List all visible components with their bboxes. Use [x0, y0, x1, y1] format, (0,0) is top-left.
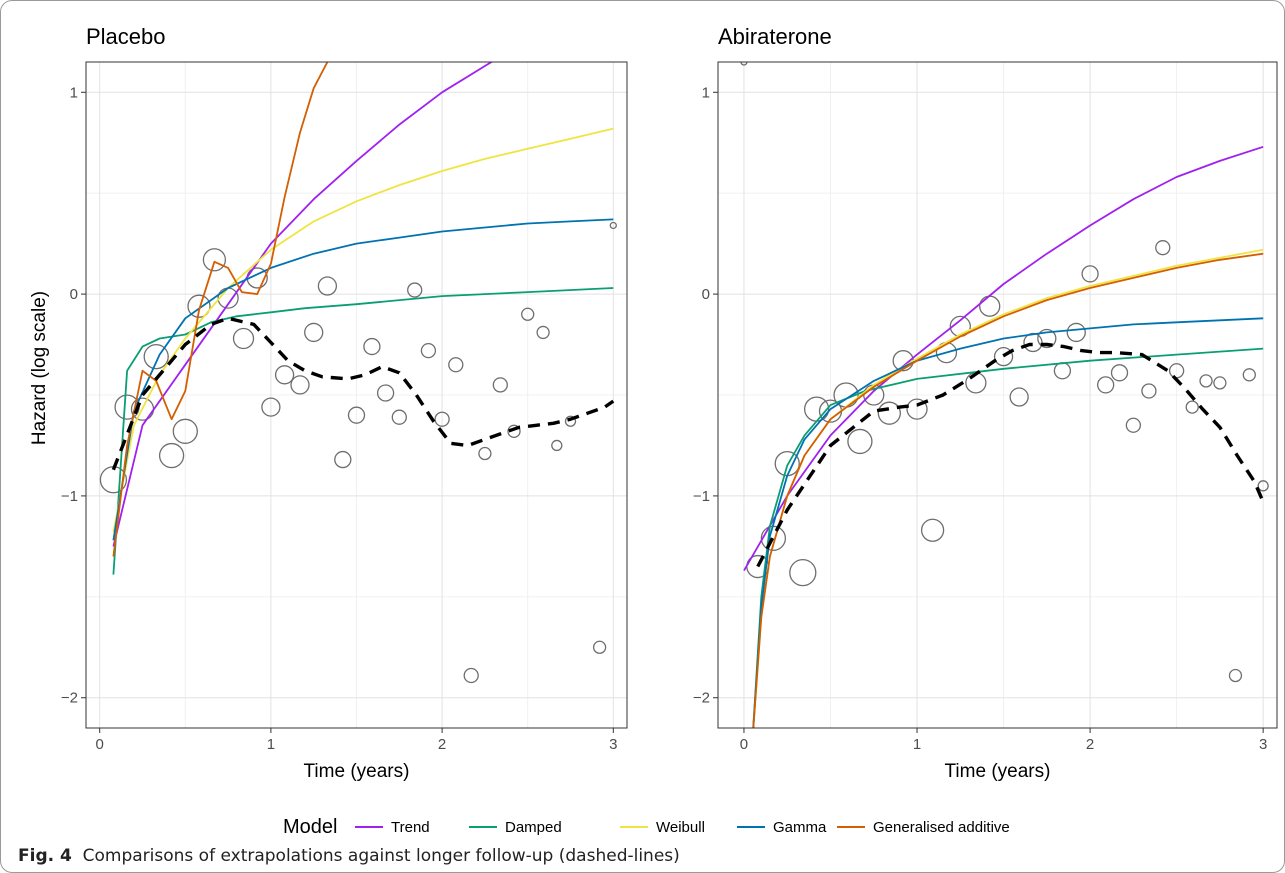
series-line-longer-follow-up	[111, 316, 615, 471]
observed-hazard-point	[877, 401, 901, 425]
observed-hazard-point	[232, 327, 255, 350]
observed-hazard-point	[172, 418, 198, 444]
observed-hazard-point	[1242, 368, 1256, 382]
observed-hazard-point	[407, 282, 423, 298]
x-tick-label: 1	[267, 736, 275, 753]
x-tick-label: 3	[1259, 736, 1267, 753]
observed-hazard-point	[290, 375, 310, 395]
y-tick-label: −1	[693, 488, 710, 505]
legend-label-weibull: Weibull	[656, 819, 705, 836]
y-tick-label: −1	[61, 488, 78, 505]
caption-label: Fig. 4	[18, 846, 72, 866]
observed-hazard-point	[1097, 376, 1115, 394]
observed-hazard-point	[536, 325, 550, 340]
observed-hazard-point	[478, 446, 492, 461]
observed-hazard-point	[1141, 383, 1157, 399]
plot-area	[99, 62, 617, 684]
legend-label-trend: Trend	[391, 819, 430, 836]
panel-title: Placebo	[86, 24, 166, 49]
x-axis-label: Time (years)	[945, 761, 1051, 782]
observed-hazard-point	[551, 439, 563, 452]
observed-hazard-point	[492, 377, 508, 393]
observed-hazard-point	[1009, 387, 1029, 407]
observed-hazard-point	[1125, 417, 1142, 433]
series-line-gamma	[112, 218, 614, 541]
observed-hazard-point	[304, 322, 324, 343]
x-axis-label: Time (years)	[304, 761, 410, 782]
observed-hazard-point	[740, 62, 748, 66]
series-line-trend	[743, 145, 1264, 572]
observed-hazard-point	[158, 442, 185, 469]
observed-hazard-point	[1228, 668, 1243, 683]
x-tick-label: 0	[96, 736, 104, 753]
observed-hazard-point	[1257, 480, 1269, 492]
panel-title: Abiraterone	[718, 24, 832, 49]
observed-hazard-point	[847, 428, 873, 455]
observed-hazard-point	[993, 347, 1014, 367]
observed-hazard-point	[1110, 364, 1129, 382]
y-tick-label: 0	[702, 286, 710, 303]
observed-hazard-point	[391, 409, 407, 425]
caption-text: Comparisons of extrapolations against lo…	[82, 846, 680, 866]
observed-hazard-point	[434, 411, 450, 427]
x-tick-label: 0	[740, 736, 748, 753]
series-line-trend	[112, 62, 494, 547]
figure-caption: Fig. 4 Comparisons of extrapolations aga…	[18, 846, 680, 866]
panel-abiraterone: 0 1 2 3 1 0 −1 −2 Abiraterone Time (years)	[693, 24, 1278, 782]
x-tick-label: 2	[438, 736, 446, 753]
observed-hazard-point	[1185, 400, 1199, 414]
observed-hazard-point	[564, 415, 577, 427]
observed-hazard-point	[592, 640, 607, 654]
panel-border	[717, 61, 1278, 729]
observed-hazard-point	[521, 307, 535, 321]
legend: Model Trend Damped Weibull Gamma Generalised …	[283, 816, 1010, 838]
y-axis-label: Hazard (log scale)	[29, 291, 50, 445]
observed-hazard-point	[789, 558, 817, 587]
y-tick-label: 1	[702, 84, 710, 101]
legend-label-gamma: Gamma	[773, 819, 827, 836]
series-line-damped	[112, 287, 614, 575]
observed-hazard-point	[1066, 322, 1086, 343]
observed-hazard-point	[1037, 328, 1057, 349]
observed-hazard-point	[1199, 374, 1213, 388]
plot-area	[740, 62, 1269, 728]
observed-hazard-point	[317, 276, 338, 296]
observed-hazard-point	[334, 450, 352, 469]
x-tick-label: 3	[609, 736, 617, 753]
observed-hazard-point	[143, 344, 169, 370]
legend-title: Model	[283, 816, 337, 838]
observed-hazard-point	[1155, 240, 1171, 256]
panel-border	[85, 61, 628, 729]
observed-hazard-point	[187, 294, 211, 318]
observed-hazard-point	[376, 384, 395, 402]
series-line-generalised-additive	[112, 62, 329, 557]
series-line-weibull	[112, 127, 614, 533]
observed-hazard-point	[1081, 265, 1099, 283]
observed-hazard-point	[906, 398, 928, 420]
observed-hazard-point	[274, 365, 295, 385]
observed-hazard-point	[347, 406, 366, 424]
legend-label-generalised-additive: Generalised additive	[873, 819, 1010, 836]
observed-hazard-point	[920, 518, 945, 542]
y-tick-label: −2	[693, 690, 710, 707]
y-tick-label: 1	[70, 84, 78, 101]
observed-hazard-point	[448, 357, 464, 373]
observed-hazard-point	[363, 337, 381, 356]
observed-hazard-point	[420, 342, 437, 359]
panel-placebo: 0 1 2 3 1 0 −1 −2 Placebo Time (years)	[61, 24, 628, 782]
observed-hazard-point	[202, 248, 227, 272]
legend-label-damped: Damped	[505, 819, 562, 836]
observed-hazard-point	[609, 221, 617, 230]
series-line-longer-follow-up	[756, 342, 1265, 568]
series-line-gamma	[752, 317, 1264, 728]
x-tick-label: 2	[1086, 736, 1094, 753]
observed-hazard-point	[261, 397, 281, 417]
observed-hazard-point	[1213, 376, 1227, 390]
y-tick-label: 0	[70, 286, 78, 303]
observed-hazard-point	[463, 667, 479, 684]
y-tick-label: −2	[61, 690, 78, 707]
observed-hazard-point	[507, 424, 521, 438]
x-tick-label: 1	[913, 736, 921, 753]
